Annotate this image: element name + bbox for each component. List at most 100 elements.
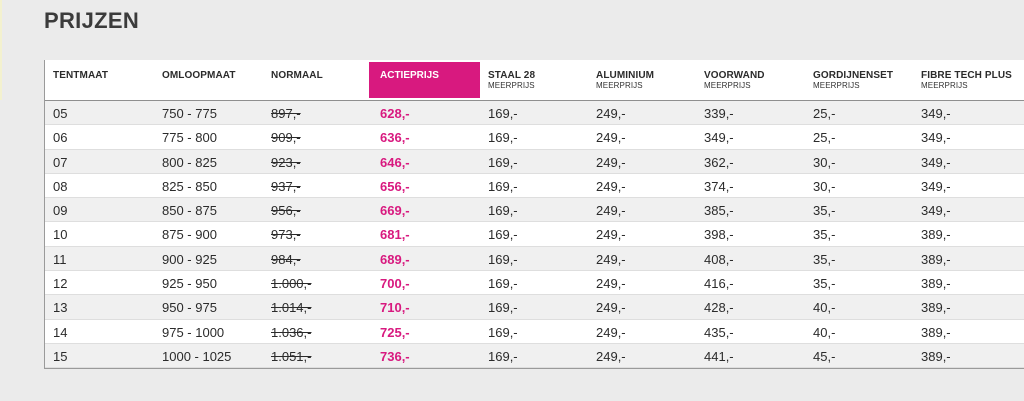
- header-sub: MEERPRIJS: [813, 81, 860, 90]
- cell-voorwand: 362,-: [704, 154, 734, 170]
- cell-fibre-tech-plus: 349,-: [921, 154, 951, 170]
- cell-aluminium: 249,-: [596, 276, 626, 292]
- cell-tentmaat: 07: [53, 154, 68, 170]
- cell-voorwand: 385,-: [704, 203, 734, 219]
- cell-tentmaat: 05: [53, 106, 68, 121]
- cell-actieprijs: 700,-: [380, 276, 410, 292]
- cell-staal-28: 169,-: [488, 203, 518, 219]
- cell-tentmaat: 15: [53, 348, 68, 364]
- table-row: 05 750 - 775 897,- 628,- 169,- 249,- 339,- 25,-…: [45, 101, 1024, 126]
- table-row: 14 975 - 1000 1.036,- 725,- 169,- 249,- 435,- 4…: [45, 320, 1024, 344]
- cell-normaal: 897,-: [271, 106, 301, 121]
- cell-normaal: 1.014,-: [271, 300, 312, 316]
- header-sub: MEERPRIJS: [704, 81, 751, 90]
- header-actieprijs: ACTIEPRIJS: [369, 62, 480, 98]
- cell-staal-28: 169,-: [488, 227, 518, 243]
- cell-aluminium: 249,-: [596, 300, 626, 316]
- table-row: 11 900 - 925 984,- 689,- 169,- 249,- 408,- 35,-…: [45, 246, 1024, 272]
- cell-fibre-tech-plus: 389,-: [921, 324, 951, 340]
- cell-gordijnenset: 35,-: [813, 251, 836, 267]
- header-label: ALUMINIUM: [596, 70, 655, 81]
- table-row: 08 825 - 850 937,- 656,- 169,- 249,- 374,- 30,-…: [45, 174, 1024, 199]
- cell-aluminium: 249,-: [596, 154, 626, 170]
- cell-tentmaat: 13: [53, 300, 68, 316]
- cell-omloopmaat: 975 - 1000: [162, 324, 225, 340]
- cell-aluminium: 249,-: [596, 203, 626, 219]
- header-fibre-tech-plus: FIBRE TECH PLUS MEERPRIJS: [921, 70, 1012, 90]
- cell-voorwand: 398,-: [704, 227, 734, 243]
- cell-staal-28: 169,-: [488, 324, 518, 340]
- cell-normaal: 937,-: [271, 178, 301, 194]
- table-row: 12 925 - 950 1.000,- 700,- 169,- 249,- 416,- 35…: [45, 271, 1024, 296]
- cell-omloopmaat: 950 - 975: [162, 300, 217, 316]
- cell-actieprijs: 636,-: [380, 130, 410, 146]
- cell-actieprijs: 710,-: [380, 300, 410, 316]
- cell-aluminium: 249,-: [596, 130, 626, 146]
- cell-staal-28: 169,-: [488, 276, 518, 292]
- header-aluminium: ALUMINIUM MEERPRIJS: [596, 70, 654, 90]
- cell-gordijnenset: 25,-: [813, 130, 836, 146]
- header-gordijnenset: GORDIJNENSET MEERPRIJS: [813, 70, 893, 90]
- cell-omloopmaat: 875 - 900: [162, 227, 217, 243]
- price-table: TENTMAAT OMLOOPMAAT NORMAAL ACTIEPRIJS S…: [44, 60, 1024, 369]
- cell-tentmaat: 09: [53, 203, 68, 219]
- cell-normaal: 984,-: [271, 251, 301, 267]
- cell-normaal: 973,-: [271, 227, 301, 243]
- header-omloopmaat: OMLOOPMAAT: [162, 70, 236, 81]
- cell-tentmaat: 08: [53, 178, 68, 194]
- header-label: FIBRE TECH PLUS: [921, 70, 1012, 81]
- header-staal-28: STAAL 28 MEERPRIJS: [488, 70, 535, 90]
- cell-tentmaat: 12: [53, 276, 68, 292]
- table-row: 10 875 - 900 973,- 681,- 169,- 249,- 398,- 35,-…: [45, 222, 1024, 247]
- cell-aluminium: 249,-: [596, 348, 626, 364]
- table-row: 15 1000 - 1025 1.051,- 736,- 169,- 249,- 441,-…: [45, 343, 1024, 368]
- table-body: 05 750 - 775 897,- 628,- 169,- 249,- 339,- 25,-…: [45, 101, 1024, 368]
- cell-actieprijs: 736,-: [380, 348, 410, 364]
- cell-gordijnenset: 35,-: [813, 203, 836, 219]
- cell-normaal: 909,-: [271, 130, 301, 146]
- cell-actieprijs: 725,-: [380, 324, 410, 340]
- cell-fibre-tech-plus: 389,-: [921, 300, 951, 316]
- cell-actieprijs: 689,-: [380, 251, 410, 267]
- header-label: GORDIJNENSET: [813, 70, 894, 81]
- cell-voorwand: 441,-: [704, 348, 734, 364]
- cell-fibre-tech-plus: 389,-: [921, 251, 951, 267]
- page-title: PRIJZEN: [44, 8, 140, 33]
- cell-normaal: 956,-: [271, 203, 301, 219]
- cell-omloopmaat: 800 - 825: [162, 154, 217, 170]
- cell-actieprijs: 656,-: [380, 178, 410, 194]
- header-sub: MEERPRIJS: [488, 81, 535, 90]
- cell-aluminium: 249,-: [596, 227, 626, 243]
- header-tentmaat: TENTMAAT: [53, 70, 108, 81]
- left-accent-strip: [0, 0, 2, 100]
- cell-fibre-tech-plus: 389,-: [921, 227, 951, 243]
- cell-staal-28: 169,-: [488, 154, 518, 170]
- cell-normaal: 1.036,-: [271, 324, 312, 340]
- cell-voorwand: 428,-: [704, 300, 734, 316]
- cell-tentmaat: 14: [53, 324, 68, 340]
- cell-omloopmaat: 925 - 950: [162, 276, 217, 292]
- cell-aluminium: 249,-: [596, 251, 626, 267]
- cell-fibre-tech-plus: 349,-: [921, 106, 951, 121]
- header-voorwand: VOORWAND MEERPRIJS: [704, 70, 765, 90]
- cell-actieprijs: 646,-: [380, 154, 410, 170]
- cell-gordijnenset: 35,-: [813, 276, 836, 292]
- header-sub: MEERPRIJS: [596, 81, 643, 90]
- cell-tentmaat: 11: [53, 251, 67, 267]
- cell-fibre-tech-plus: 349,-: [921, 203, 951, 219]
- header-label: TENTMAAT: [53, 70, 109, 81]
- cell-omloopmaat: 900 - 925: [162, 251, 217, 267]
- cell-fibre-tech-plus: 389,-: [921, 276, 951, 292]
- cell-voorwand: 374,-: [704, 178, 734, 194]
- cell-fibre-tech-plus: 349,-: [921, 130, 951, 146]
- cell-aluminium: 249,-: [596, 324, 626, 340]
- cell-gordijnenset: 40,-: [813, 324, 836, 340]
- cell-normaal: 1.051,-: [271, 348, 312, 364]
- cell-staal-28: 169,-: [488, 106, 518, 121]
- cell-tentmaat: 10: [53, 227, 68, 243]
- cell-voorwand: 416,-: [704, 276, 734, 292]
- table-row: 09 850 - 875 956,- 669,- 169,- 249,- 385,- 35,-…: [45, 198, 1024, 223]
- cell-aluminium: 249,-: [596, 106, 626, 121]
- cell-gordijnenset: 30,-: [813, 178, 836, 194]
- header-label: STAAL 28: [488, 70, 536, 81]
